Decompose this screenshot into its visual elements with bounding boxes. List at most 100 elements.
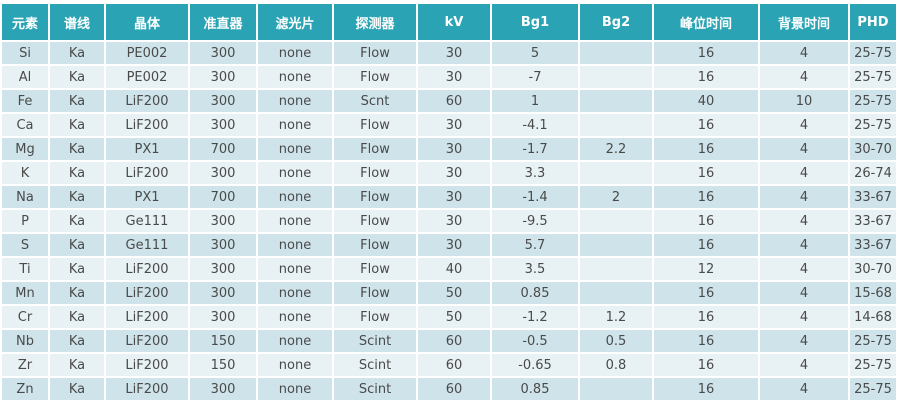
cell-kv: 60	[418, 90, 490, 112]
cell-kv: 60	[418, 354, 490, 376]
cell-filter: none	[258, 282, 332, 304]
cell-bg1: 0.85	[492, 282, 578, 304]
cell-filter: none	[258, 306, 332, 328]
cell-bg1: 1	[492, 90, 578, 112]
header-peak-time: 峰位时间	[654, 4, 758, 40]
table-row: Nb Ka LiF200 150 none Scint 60 -0.5 0.5 16 4 25-75	[2, 330, 896, 352]
cell-phd: 30-70	[850, 138, 896, 160]
cell-crystal: LiF200	[106, 114, 188, 136]
cell-peak-time: 16	[654, 66, 758, 88]
cell-line: Ka	[50, 162, 104, 184]
cell-bg2	[580, 42, 652, 64]
cell-filter: none	[258, 210, 332, 232]
cell-filter: none	[258, 90, 332, 112]
table-row: K Ka LiF200 300 none Flow 30 3.3 16 4 26-74	[2, 162, 896, 184]
cell-crystal: Ge111	[106, 234, 188, 256]
cell-kv: 30	[418, 138, 490, 160]
cell-background-time: 4	[760, 234, 848, 256]
cell-phd: 25-75	[850, 90, 896, 112]
cell-bg1: -4.1	[492, 114, 578, 136]
cell-collimator: 150	[190, 330, 256, 352]
cell-peak-time: 16	[654, 234, 758, 256]
cell-filter: none	[258, 186, 332, 208]
cell-element: Fe	[2, 90, 48, 112]
table-row: Ca Ka LiF200 300 none Flow 30 -4.1 16 4 25-75	[2, 114, 896, 136]
cell-collimator: 300	[190, 66, 256, 88]
cell-line: Ka	[50, 42, 104, 64]
cell-bg2: 0.5	[580, 330, 652, 352]
cell-bg1: -1.7	[492, 138, 578, 160]
table-row: P Ka Ge111 300 none Flow 30 -9.5 16 4 33-67	[2, 210, 896, 232]
cell-bg1: -1.4	[492, 186, 578, 208]
cell-background-time: 4	[760, 66, 848, 88]
cell-peak-time: 40	[654, 90, 758, 112]
cell-crystal: LiF200	[106, 354, 188, 376]
cell-kv: 30	[418, 114, 490, 136]
cell-collimator: 300	[190, 90, 256, 112]
table-row: Al Ka PE002 300 none Flow 30 -7 16 4 25-75	[2, 66, 896, 88]
cell-line: Ka	[50, 330, 104, 352]
cell-element: Mn	[2, 282, 48, 304]
cell-bg2: 2	[580, 186, 652, 208]
cell-bg2: 0.8	[580, 354, 652, 376]
cell-filter: none	[258, 258, 332, 280]
cell-filter: none	[258, 114, 332, 136]
cell-phd: 30-70	[850, 258, 896, 280]
cell-background-time: 4	[760, 114, 848, 136]
cell-bg2	[580, 234, 652, 256]
cell-peak-time: 16	[654, 162, 758, 184]
cell-collimator: 300	[190, 210, 256, 232]
cell-background-time: 4	[760, 210, 848, 232]
cell-bg1: -1.2	[492, 306, 578, 328]
table-row: Ti Ka LiF200 300 none Flow 40 3.5 12 4 30-70	[2, 258, 896, 280]
cell-crystal: LiF200	[106, 306, 188, 328]
cell-line: Ka	[50, 354, 104, 376]
cell-crystal: LiF200	[106, 162, 188, 184]
cell-bg2	[580, 162, 652, 184]
cell-bg2: 2.2	[580, 138, 652, 160]
cell-phd: 25-75	[850, 114, 896, 136]
cell-collimator: 300	[190, 234, 256, 256]
cell-peak-time: 16	[654, 282, 758, 304]
cell-filter: none	[258, 234, 332, 256]
cell-line: Ka	[50, 282, 104, 304]
cell-collimator: 300	[190, 258, 256, 280]
table-row: Cr Ka LiF200 300 none Flow 50 -1.2 1.2 16 4 14-68	[2, 306, 896, 328]
table-row: S Ka Ge111 300 none Flow 30 5.7 16 4 33-67	[2, 234, 896, 256]
cell-bg1: -0.65	[492, 354, 578, 376]
cell-peak-time: 16	[654, 354, 758, 376]
cell-kv: 30	[418, 186, 490, 208]
cell-filter: none	[258, 378, 332, 400]
cell-collimator: 300	[190, 162, 256, 184]
cell-phd: 25-75	[850, 330, 896, 352]
header-collimator: 准直器	[190, 4, 256, 40]
cell-detector: Flow	[334, 306, 416, 328]
cell-collimator: 300	[190, 282, 256, 304]
cell-filter: none	[258, 354, 332, 376]
cell-crystal: PE002	[106, 42, 188, 64]
cell-detector: Flow	[334, 138, 416, 160]
cell-bg1: 0.85	[492, 378, 578, 400]
cell-kv: 60	[418, 330, 490, 352]
cell-bg1: -0.5	[492, 330, 578, 352]
cell-bg1: -7	[492, 66, 578, 88]
cell-detector: Flow	[334, 42, 416, 64]
cell-bg1: 5.7	[492, 234, 578, 256]
header-kv: kV	[418, 4, 490, 40]
cell-element: Nb	[2, 330, 48, 352]
cell-detector: Flow	[334, 234, 416, 256]
cell-filter: none	[258, 66, 332, 88]
cell-crystal: LiF200	[106, 258, 188, 280]
xrf-parameter-table: 元素 谱线 晶体 准直器 滤光片 探测器 kV Bg1 Bg2 峰位时间 背景时…	[0, 2, 898, 402]
cell-filter: none	[258, 138, 332, 160]
cell-element: P	[2, 210, 48, 232]
cell-phd: 25-75	[850, 378, 896, 400]
cell-kv: 40	[418, 258, 490, 280]
table-row: Mn Ka LiF200 300 none Flow 50 0.85 16 4 15-68	[2, 282, 896, 304]
cell-element: Zr	[2, 354, 48, 376]
header-background-time: 背景时间	[760, 4, 848, 40]
header-filter: 滤光片	[258, 4, 332, 40]
cell-collimator: 700	[190, 186, 256, 208]
table-row: Fe Ka LiF200 300 none Scnt 60 1 40 10 25-75	[2, 90, 896, 112]
cell-collimator: 300	[190, 114, 256, 136]
